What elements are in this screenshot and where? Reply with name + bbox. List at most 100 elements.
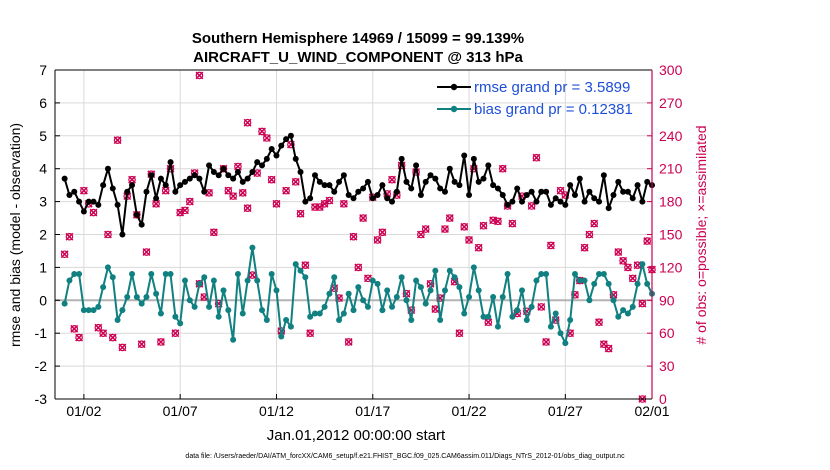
obs-possible-marker xyxy=(301,261,310,270)
obs-possible-marker xyxy=(388,175,396,184)
obs-possible-marker xyxy=(272,199,281,208)
bias-point xyxy=(417,284,424,291)
bias-point xyxy=(600,270,607,277)
y-right-tick-label: 300 xyxy=(659,62,683,78)
rmse-point xyxy=(384,195,391,202)
rmse-point xyxy=(331,188,338,195)
obs-possible-marker xyxy=(113,136,122,144)
obs-assimilated-marker xyxy=(638,299,647,308)
obs-possible-marker xyxy=(210,228,218,237)
bias-point xyxy=(336,317,343,324)
obs-possible-marker xyxy=(137,340,146,348)
obs-assimilated-marker xyxy=(243,118,252,127)
y-right-tick-label: 30 xyxy=(659,358,675,374)
obs-assimilated-marker xyxy=(296,209,305,218)
rmse-point xyxy=(90,198,97,205)
bias-point xyxy=(437,317,444,324)
obs-possible-marker xyxy=(532,153,541,162)
rmse-point xyxy=(292,155,299,162)
rmse-point xyxy=(297,168,304,175)
bias-point xyxy=(596,270,603,277)
obs-possible-marker xyxy=(60,250,69,259)
rmse-point xyxy=(466,192,473,199)
rmse-point xyxy=(576,175,583,182)
rmse-point xyxy=(206,162,213,169)
bias-point xyxy=(307,313,314,320)
bias-point xyxy=(610,297,617,304)
rmse-point xyxy=(61,175,68,182)
obs-assimilated-marker xyxy=(527,202,536,210)
obs-assimilated-marker xyxy=(152,199,161,208)
bias-point xyxy=(104,264,111,271)
legend: rmse grand pr = 3.5899 bias grand pr = 0… xyxy=(437,79,633,118)
y-right-tick-label: 210 xyxy=(659,161,683,177)
rmse-point xyxy=(336,178,343,185)
y-tick-label: 5 xyxy=(39,128,47,144)
bias-point xyxy=(85,307,92,314)
obs-assimilated-marker xyxy=(344,338,353,346)
obs-possible-marker xyxy=(445,214,454,222)
obs-possible-marker xyxy=(89,208,98,217)
obs-possible-marker xyxy=(604,344,613,353)
rmse-point xyxy=(138,221,145,228)
obs-assimilated-marker xyxy=(65,232,74,241)
obs-assimilated-marker xyxy=(484,318,493,327)
obs-possible-marker xyxy=(585,230,594,239)
rmse-point xyxy=(316,178,323,185)
bias-point xyxy=(114,317,121,324)
obs-assimilated-marker xyxy=(118,343,127,352)
bias-point xyxy=(523,317,530,324)
y-tick-label: -3 xyxy=(35,391,48,407)
bias-point xyxy=(283,317,290,324)
rmse-point xyxy=(345,192,352,199)
bias-point xyxy=(230,336,237,343)
obs-assimilated-marker xyxy=(623,263,632,272)
rmse-point xyxy=(369,195,376,202)
rmse-point xyxy=(591,195,598,202)
obs-possible-marker xyxy=(296,209,305,218)
bias-point xyxy=(196,280,203,287)
obs-assimilated-marker xyxy=(595,318,603,327)
obs-possible-marker xyxy=(460,223,469,231)
x-tick-label: 01/22 xyxy=(452,403,487,419)
bias-point xyxy=(210,277,217,284)
bias-point xyxy=(355,284,362,291)
rmse-point xyxy=(181,178,188,185)
obs-possible-marker xyxy=(378,228,387,237)
obs-assimilated-marker xyxy=(248,271,257,280)
rmse-point xyxy=(80,208,87,215)
rmse-point xyxy=(557,198,564,205)
obs-possible-marker xyxy=(417,230,425,239)
rmse-point xyxy=(124,188,131,195)
obs-possible-marker xyxy=(157,338,165,346)
bias-point xyxy=(408,317,415,324)
bias-point xyxy=(239,310,246,317)
obs-assimilated-marker xyxy=(70,324,79,333)
y-right-tick-label: 90 xyxy=(659,292,675,308)
bias-point xyxy=(129,270,136,277)
rmse-point xyxy=(239,178,246,185)
obs-assimilated-marker xyxy=(128,175,136,184)
rmse-point xyxy=(509,198,516,205)
obs-possible-marker xyxy=(104,230,112,239)
rmse-point xyxy=(389,198,396,205)
obs-assimilated-marker xyxy=(339,199,348,208)
obs-assimilated-marker xyxy=(258,127,266,136)
rmse-point xyxy=(485,162,492,169)
obs-assimilated-marker xyxy=(75,333,84,342)
bias-point xyxy=(316,310,323,317)
rmse-point xyxy=(355,188,362,195)
bias-point xyxy=(456,284,463,291)
bias-point xyxy=(345,290,352,297)
rmse-point xyxy=(446,165,453,172)
obs-assimilated-marker xyxy=(474,243,483,252)
bias-point xyxy=(273,287,280,294)
obs-possible-marker xyxy=(291,178,300,186)
rmse-point xyxy=(451,178,458,185)
obs-possible-marker xyxy=(344,338,353,346)
obs-assimilated-marker xyxy=(185,197,194,206)
obs-assimilated-marker xyxy=(320,199,329,208)
bias-point xyxy=(605,280,612,287)
obs-assimilated-marker xyxy=(156,338,165,346)
